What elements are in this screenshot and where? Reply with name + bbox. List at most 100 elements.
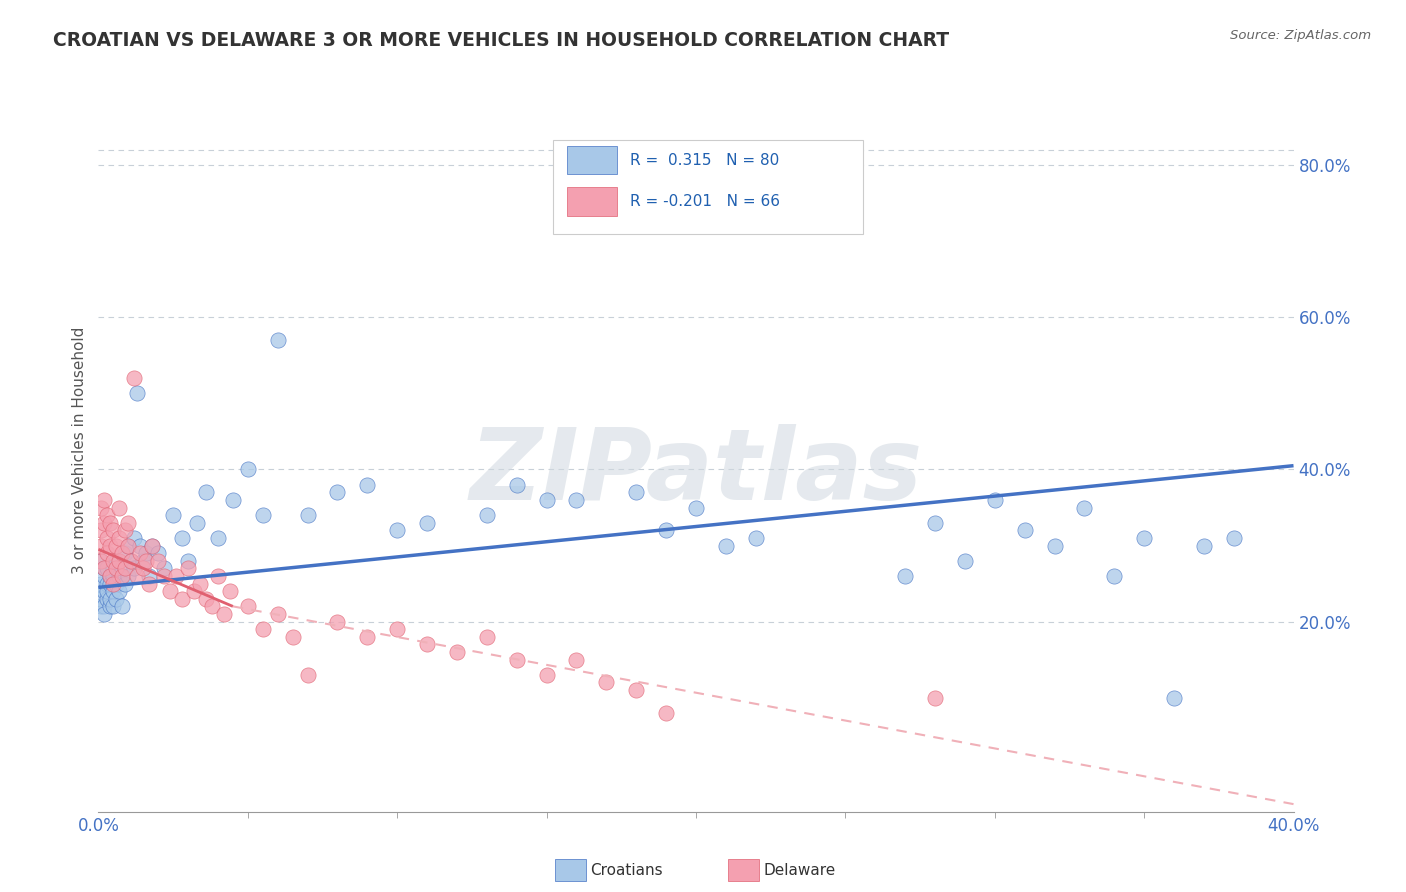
Point xyxy=(127,386,149,401)
Point xyxy=(626,683,648,698)
Point xyxy=(98,599,122,614)
Point xyxy=(1104,569,1126,583)
Point xyxy=(385,622,409,636)
Point xyxy=(924,690,946,705)
Point xyxy=(1073,500,1095,515)
Point xyxy=(207,569,229,583)
Point xyxy=(105,561,128,575)
Point xyxy=(105,576,128,591)
Point xyxy=(114,546,136,560)
Point xyxy=(188,576,211,591)
Point xyxy=(685,500,707,515)
Point xyxy=(153,569,176,583)
Point xyxy=(98,591,122,606)
Point xyxy=(124,561,146,575)
Point xyxy=(506,477,529,491)
Point xyxy=(124,531,146,545)
Point xyxy=(834,211,856,226)
Point xyxy=(655,706,678,720)
Point xyxy=(108,531,131,545)
Point xyxy=(96,584,118,599)
Point xyxy=(114,524,136,538)
Point xyxy=(98,569,122,583)
Point xyxy=(103,569,125,583)
Point xyxy=(252,508,274,522)
Point xyxy=(135,554,157,568)
Point xyxy=(222,492,245,507)
Point xyxy=(105,539,128,553)
Point xyxy=(98,576,122,591)
Point xyxy=(446,645,468,659)
Point xyxy=(108,500,131,515)
Point xyxy=(183,584,205,599)
Point xyxy=(416,516,439,530)
Point xyxy=(117,539,139,553)
Point xyxy=(111,599,134,614)
Point xyxy=(326,615,349,629)
Point xyxy=(103,576,125,591)
Point xyxy=(177,554,200,568)
Point xyxy=(356,477,378,491)
Point xyxy=(129,546,152,560)
Point xyxy=(138,569,160,583)
Point xyxy=(90,524,112,538)
Point xyxy=(165,569,187,583)
Point xyxy=(565,492,588,507)
Point xyxy=(219,584,242,599)
Point xyxy=(90,591,112,606)
Point xyxy=(201,599,224,614)
Point xyxy=(93,607,115,621)
Point xyxy=(111,561,134,575)
Point xyxy=(103,561,125,575)
Point xyxy=(93,569,115,583)
Point xyxy=(108,569,131,583)
Point xyxy=(103,524,125,538)
Point xyxy=(108,584,131,599)
Point xyxy=(93,584,115,599)
Point xyxy=(172,591,194,606)
Point xyxy=(924,516,946,530)
Point xyxy=(984,492,1007,507)
Text: R = -0.201   N = 66: R = -0.201 N = 66 xyxy=(630,194,780,209)
Point xyxy=(103,599,125,614)
Point xyxy=(127,569,149,583)
Point xyxy=(117,516,139,530)
Point xyxy=(1133,531,1156,545)
Text: Delaware: Delaware xyxy=(763,863,835,878)
Text: CROATIAN VS DELAWARE 3 OR MORE VEHICLES IN HOUSEHOLD CORRELATION CHART: CROATIAN VS DELAWARE 3 OR MORE VEHICLES … xyxy=(53,31,949,50)
Point xyxy=(953,554,976,568)
Point xyxy=(96,576,118,591)
Point xyxy=(195,591,218,606)
Point xyxy=(93,516,115,530)
Point xyxy=(93,561,115,575)
Point xyxy=(132,561,155,575)
Point xyxy=(103,584,125,599)
Point xyxy=(655,524,678,538)
Point xyxy=(267,333,290,347)
Point xyxy=(148,554,170,568)
Point xyxy=(120,554,142,568)
Point xyxy=(93,561,115,575)
Point xyxy=(138,576,160,591)
Point xyxy=(90,554,112,568)
Point xyxy=(894,569,917,583)
Point xyxy=(475,508,498,522)
Point xyxy=(153,561,176,575)
Point xyxy=(177,561,200,575)
Point xyxy=(148,546,170,560)
Point xyxy=(108,554,131,568)
Point xyxy=(172,531,194,545)
Point xyxy=(111,546,134,560)
Point xyxy=(96,561,118,575)
Point xyxy=(90,554,112,568)
Point xyxy=(1192,539,1215,553)
Point xyxy=(90,500,112,515)
Point xyxy=(120,554,142,568)
Point xyxy=(297,668,319,682)
Point xyxy=(96,508,118,522)
Point xyxy=(135,546,157,560)
Point xyxy=(1014,524,1036,538)
Point xyxy=(281,630,304,644)
Text: Source: ZipAtlas.com: Source: ZipAtlas.com xyxy=(1230,29,1371,42)
Point xyxy=(141,539,163,553)
